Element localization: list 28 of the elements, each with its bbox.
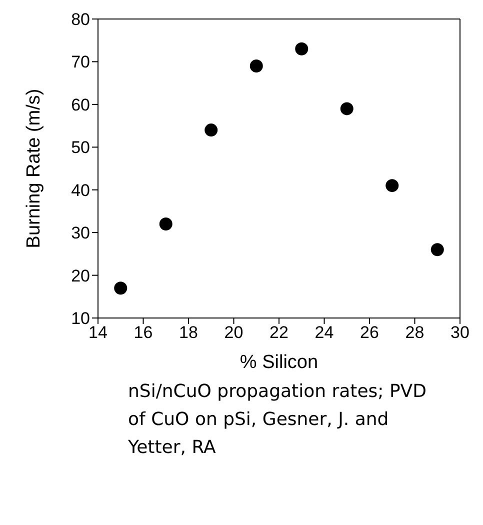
x-tick-label: 28 bbox=[405, 323, 424, 342]
y-axis-title: Burning Rate (m/s) bbox=[24, 88, 45, 248]
x-tick-label: 16 bbox=[134, 323, 153, 342]
point bbox=[295, 42, 308, 56]
x-tick-label: 20 bbox=[224, 323, 244, 342]
x-tick-label: 14 bbox=[88, 323, 108, 342]
point bbox=[250, 59, 263, 72]
x-tick-label: 18 bbox=[179, 323, 198, 342]
point bbox=[204, 124, 218, 137]
y-tick-label: 60 bbox=[71, 95, 90, 114]
x-tick-label: 26 bbox=[360, 323, 379, 342]
x-tick-label: 24 bbox=[314, 323, 334, 342]
y-tick-label: 10 bbox=[71, 309, 90, 328]
text: nSi/nCuO propagation rates; PVD of CuO on pSi, Gesner, J. and Yetter, RA bbox=[128, 380, 428, 460]
y-tick-label: 50 bbox=[71, 138, 90, 158]
x-axis-title: % Silicon bbox=[240, 352, 318, 373]
x-tick-label: 22 bbox=[270, 323, 288, 342]
y-tick-label: 40 bbox=[71, 180, 90, 200]
y-tick-label: 70 bbox=[71, 52, 90, 72]
point bbox=[386, 179, 399, 192]
point bbox=[340, 102, 354, 116]
point bbox=[114, 282, 128, 295]
point bbox=[159, 218, 172, 231]
y-tick-label: 80 bbox=[71, 10, 90, 30]
x-tick-label: 30 bbox=[450, 323, 470, 342]
y-tick-label: 30 bbox=[71, 224, 90, 243]
point bbox=[430, 243, 444, 256]
y-tick-label: 20 bbox=[71, 266, 90, 286]
